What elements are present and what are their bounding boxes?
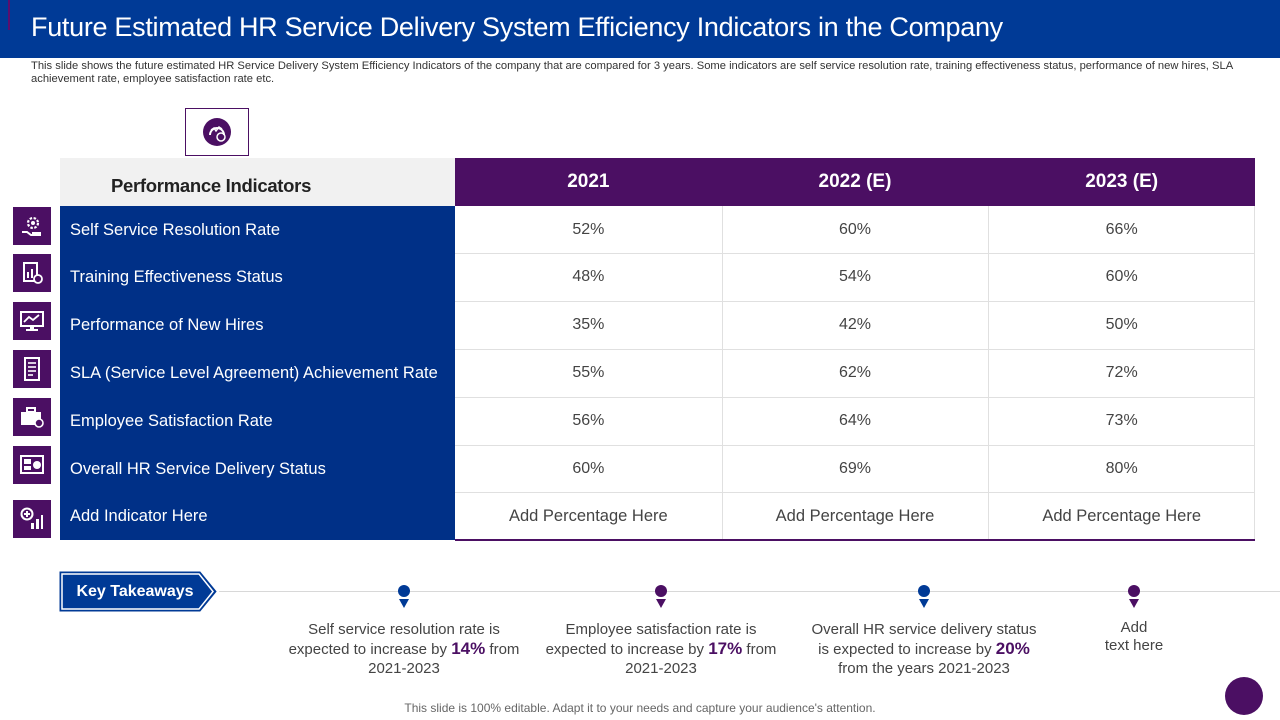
table-cell: 69% [838, 460, 871, 477]
page-subtitle: This slide shows the future estimated HR… [31, 60, 1233, 85]
page-title: Future Estimated HR Service Delivery Sys… [31, 12, 1003, 42]
monitor-chart-icon [13, 302, 51, 340]
table-cell: 64% [838, 412, 871, 429]
key-takeaways-banner: Key Takeaways [59, 571, 219, 612]
row-divider [455, 301, 1255, 302]
column-divider [722, 206, 723, 540]
year-header-2023: 2023 (E) [1085, 171, 1159, 192]
table-cell-placeholder: Add Percentage Here [508, 507, 668, 525]
table-cell: 62% [838, 364, 871, 381]
location-pin-icon [396, 585, 412, 609]
takeaway-add-text: Add text here [1104, 619, 1164, 654]
document-icon [13, 350, 51, 388]
table-cell: 60% [572, 460, 605, 477]
table-header-indicators: Performance Indicators [60, 158, 455, 206]
location-pin-icon [1126, 585, 1142, 609]
takeaway-value: 17% [708, 639, 743, 658]
column-divider [1254, 206, 1255, 540]
dashboard-icon-box [185, 108, 249, 156]
table-cell: 66% [1105, 221, 1138, 238]
takeaway-text: Employee satisfaction rate is expected t… [545, 621, 777, 677]
corner-decoration [1225, 677, 1263, 715]
table-cell: 60% [838, 221, 871, 238]
row-label-employee-satisfaction: Employee Satisfaction Rate [70, 412, 273, 430]
row-label-overall-hr: Overall HR Service Delivery Status [70, 460, 326, 478]
footer-note: This slide is 100% editable. Adapt it to… [404, 701, 876, 715]
location-pin-icon [916, 585, 932, 609]
gear-hand-icon [13, 207, 51, 245]
table-cell: 72% [1105, 364, 1138, 381]
year-header-2021: 2021 [567, 171, 610, 192]
row-divider [455, 492, 1255, 493]
add-chart-icon [13, 500, 51, 538]
table-cell: 52% [572, 221, 605, 238]
table-cell: 73% [1105, 412, 1138, 429]
timeline-line [219, 591, 1280, 592]
table-cell: 35% [572, 316, 605, 333]
title-accent [8, 0, 10, 30]
takeaway-value: 20% [995, 639, 1030, 658]
row-label-sla: SLA (Service Level Agreement) Achievemen… [70, 364, 438, 382]
table-header-years: 2021 2022 (E) 2023 (E) [455, 158, 1255, 206]
title-bar [0, 0, 1280, 58]
row-label-add-indicator: Add Indicator Here [70, 507, 208, 525]
indicator-column [60, 206, 455, 540]
briefcase-icon [13, 398, 51, 436]
takeaway-text: Overall HR service delivery status is ex… [811, 621, 1037, 677]
column-divider [988, 206, 989, 540]
row-divider [455, 349, 1255, 350]
row-label-self-service: Self Service Resolution Rate [70, 221, 281, 239]
row-divider [455, 253, 1255, 254]
table-cell: 50% [1105, 316, 1138, 333]
table-cell: 54% [838, 268, 871, 285]
report-icon [13, 254, 51, 292]
table-cell: 80% [1105, 460, 1138, 477]
table-cell: 55% [572, 364, 605, 381]
location-pin-icon [653, 585, 669, 609]
key-takeaways-label: Key Takeaways [76, 583, 194, 600]
table-cell: 48% [572, 268, 605, 285]
dashboard-icon [203, 118, 231, 146]
row-label-new-hires: Performance of New Hires [70, 316, 264, 334]
table-cell: 56% [572, 412, 605, 429]
takeaway-text: Self service resolution rate is expected… [288, 621, 520, 677]
table-cell-placeholder: Add Percentage Here [775, 507, 935, 525]
table-cell-placeholder: Add Percentage Here [1042, 507, 1201, 525]
table-cell: 42% [838, 316, 871, 333]
row-divider [455, 445, 1255, 446]
table-bottom-border [455, 539, 1255, 541]
row-label-training: Training Effectiveness Status [70, 268, 283, 286]
year-header-2022: 2022 (E) [818, 171, 892, 192]
takeaway-value: 14% [451, 639, 486, 658]
row-divider [455, 397, 1255, 398]
dashboard-grid-icon [13, 446, 51, 484]
table-header-label: Performance Indicators [111, 175, 312, 196]
table-cell: 60% [1105, 268, 1138, 285]
